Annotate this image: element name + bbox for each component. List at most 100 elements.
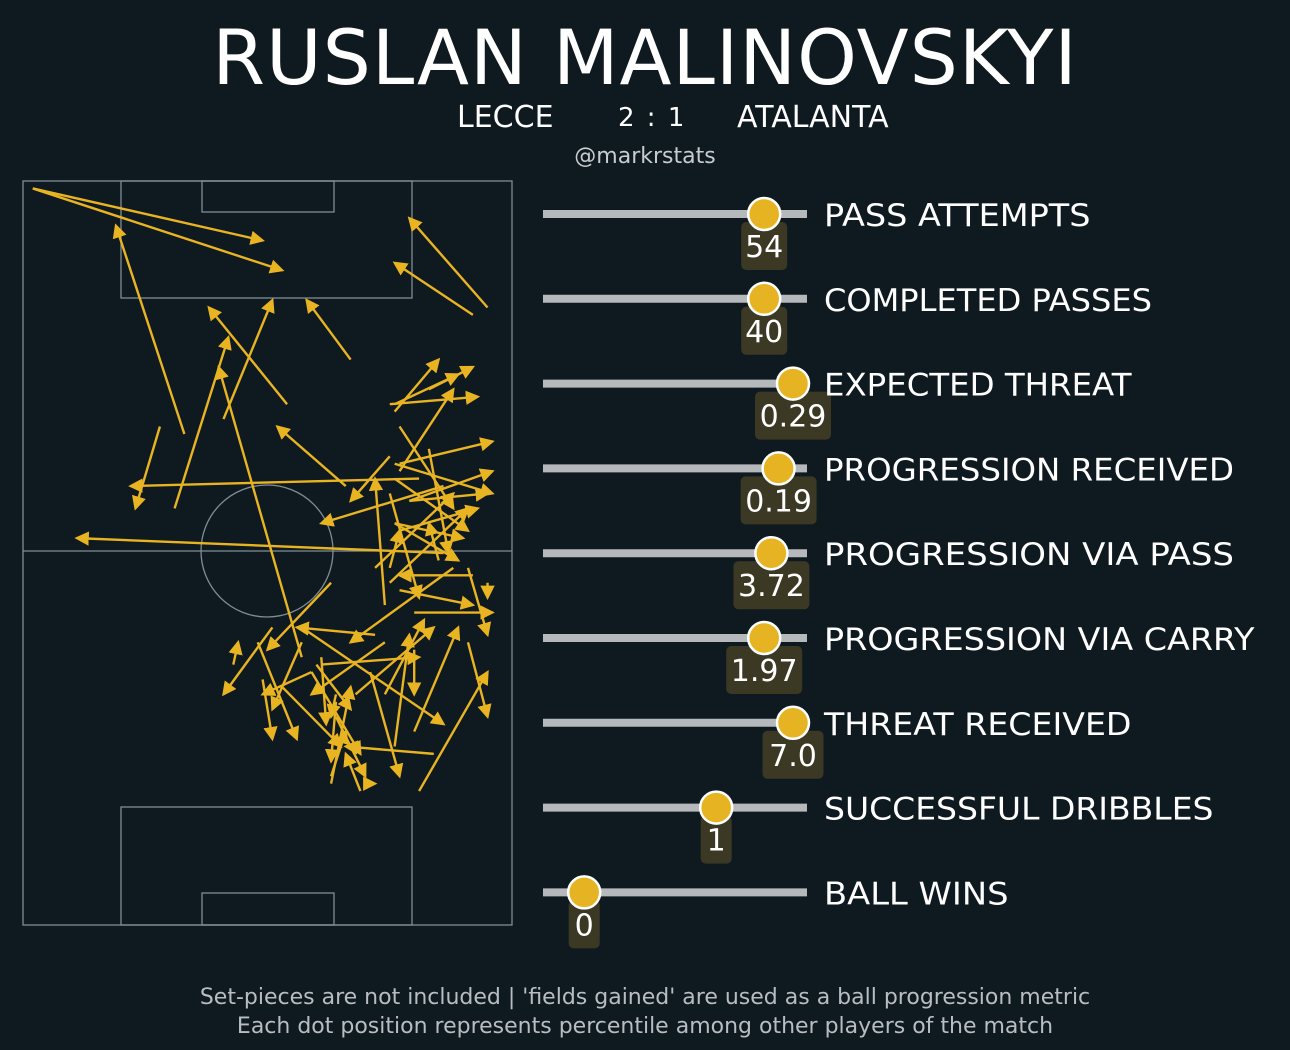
pass-arrow [214, 364, 303, 658]
metric-label: COMPLETED PASSES [824, 283, 1152, 319]
metric-value-box [568, 900, 600, 949]
percentile-dot [775, 705, 811, 741]
footnote-setpieces: Set-pieces are not included | 'fields ga… [199, 985, 1091, 1010]
pass-arrow [324, 701, 340, 764]
metric-value: 3.72 [738, 569, 805, 604]
metric-value-box [755, 391, 831, 440]
pass-arrow [392, 261, 474, 316]
bottom-penalty-box [120, 806, 413, 926]
pass-arrow [369, 671, 404, 779]
centre-circle [200, 484, 334, 618]
pass-arrow [394, 522, 461, 562]
percentile-dot [746, 620, 782, 656]
pass-arrow [318, 657, 333, 727]
pass-arrow [207, 305, 288, 405]
pass-arrow [393, 632, 415, 747]
metric-label: PASS ATTEMPTS [824, 198, 1091, 234]
pass-arrow [348, 566, 455, 644]
metric-value-box [726, 646, 803, 694]
metric-value: 1.97 [731, 654, 798, 689]
pass-arrow [261, 679, 278, 742]
away-team-name: ATALANTA [737, 100, 889, 135]
metric-label: SUCCESSFUL DRIBBLES [824, 792, 1214, 828]
pass-arrow [74, 531, 444, 555]
pitch-markings [22, 180, 513, 926]
pass-arrow [393, 357, 441, 413]
pass-arrow [399, 437, 495, 465]
pass-arrow [389, 390, 481, 406]
metric-value-box [741, 222, 788, 270]
pass-arrow [132, 426, 162, 511]
metric-row: 0.19 PROGRESSION RECEIVED [543, 451, 1234, 525]
top-six-yard-box [201, 180, 335, 213]
pass-arrow [222, 626, 274, 697]
metric-value: 0 [575, 908, 594, 943]
pass-arrow [32, 187, 285, 274]
pass-arrow [294, 621, 376, 637]
metric-row: 40 COMPLETED PASSES [543, 281, 1152, 355]
pass-arrow [427, 448, 454, 556]
metric-value-box [740, 476, 817, 525]
pass-arrow [265, 581, 332, 652]
pass-arrow [270, 641, 303, 712]
pass-arrow [388, 493, 423, 600]
pass-arrow [343, 751, 362, 792]
metric-label: THREAT RECEIVED [823, 707, 1132, 743]
metric-row: 54 PASS ATTEMPTS [543, 196, 1091, 270]
metric-value-box [733, 561, 810, 610]
metric-value: 54 [745, 230, 783, 265]
metric-label: BALL WINS [824, 876, 1009, 912]
metric-value: 0.29 [760, 400, 827, 435]
percentile-bars: 54 PASS ATTEMPTS 40 COMPLETED PASSES 0.29EXP… [543, 196, 1255, 949]
metric-value: 40 [745, 315, 783, 350]
percentile-dot [746, 281, 782, 317]
metric-value: 7.0 [769, 739, 817, 774]
pass-arrow [383, 617, 426, 695]
pass-arrow [398, 387, 455, 472]
pass-arrow [407, 216, 489, 309]
pass-arrow [343, 740, 434, 756]
pass-arrow [388, 506, 470, 584]
pass-arrow [318, 484, 444, 527]
home-team-name: LECCE [457, 100, 554, 135]
pass-arrow [301, 626, 446, 726]
pass-arrow [388, 528, 404, 569]
metric-value: 1 [707, 824, 726, 859]
pass-map-pitch [22, 180, 513, 926]
pass-arrow [112, 223, 186, 435]
metric-value-box [700, 815, 732, 864]
pass-arrow [354, 625, 436, 696]
percentile-dot [746, 196, 782, 232]
pass-arrow [466, 567, 492, 638]
metric-label: PROGRESSION VIA CARRY [824, 622, 1255, 658]
metric-label: PROGRESSION VIA PASS [824, 537, 1234, 573]
pass-arrow [368, 476, 387, 606]
footnote-percentile: Each dot position represents percentile … [236, 1014, 1054, 1039]
pass-arrow [281, 686, 343, 749]
pass-arrow [374, 491, 456, 569]
percentile-dot [698, 790, 734, 825]
metric-value-box [741, 306, 788, 355]
percentile-dot [754, 535, 789, 571]
pass-arrow [393, 477, 470, 533]
pass-arrow [424, 520, 440, 561]
author-handle: @markrstats [574, 144, 716, 169]
pass-arrow [275, 424, 347, 487]
pass-arrow [428, 365, 476, 391]
pass-arrow [413, 625, 461, 733]
pass-arrow [222, 297, 275, 420]
metric-label: EXPECTED THREAT [824, 368, 1133, 404]
metric-value: 0.19 [745, 484, 812, 519]
pass-arrow [408, 468, 495, 503]
metric-row: 3.72 PROGRESSION VIA PASS [543, 535, 1234, 610]
metric-value-box [762, 730, 824, 779]
top-penalty-box [120, 180, 413, 299]
percentile-dot [761, 451, 796, 486]
metric-row: 1.97 PROGRESSION VIA CARRY [543, 620, 1255, 694]
pass-arrow [228, 639, 243, 665]
percentile-dot [566, 875, 602, 910]
pass-arrow [305, 298, 352, 361]
bottom-six-yard-box [201, 892, 335, 926]
